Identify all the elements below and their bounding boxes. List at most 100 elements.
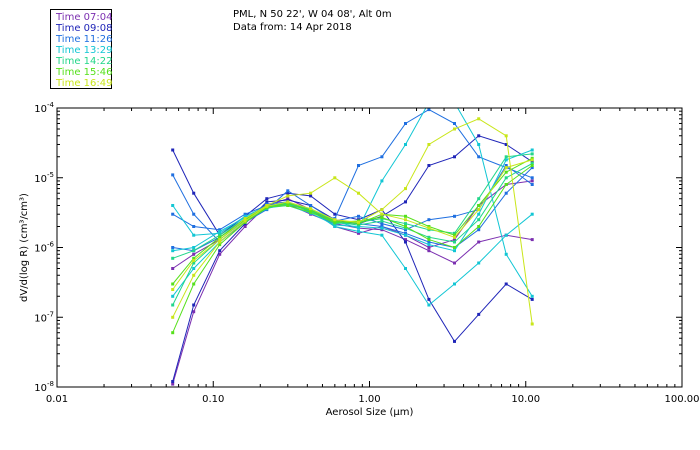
series-point [427, 143, 431, 146]
series-point [530, 156, 534, 160]
y-tick-label: 10-8 [34, 380, 54, 394]
x-tick-label: 100.00 [665, 394, 700, 405]
series-point [530, 297, 534, 301]
series-point [427, 240, 431, 244]
series-point [404, 143, 407, 146]
legend: Time 07:04 Time 09:08 Time 11:26 Time 13:29… [50, 9, 112, 89]
series-point [171, 249, 175, 253]
series-point [477, 312, 481, 316]
series-point [530, 166, 534, 170]
series-point [427, 218, 431, 222]
series-point [218, 235, 222, 239]
series-point [171, 382, 175, 386]
series-point [477, 197, 481, 201]
series-point [404, 238, 407, 242]
series-point [218, 231, 222, 235]
series-point [504, 176, 508, 180]
series-line-10 [172, 149, 533, 252]
series-point [404, 200, 407, 204]
series-point [504, 183, 508, 186]
series-point [171, 331, 175, 335]
x-axis-title: Aerosol Size (μm) [326, 407, 414, 418]
series-point [427, 249, 431, 253]
series-point [477, 240, 481, 244]
series-point [380, 179, 384, 183]
series-point [171, 204, 175, 207]
series-point [171, 288, 175, 291]
series-point [453, 155, 456, 159]
series-point [192, 225, 196, 228]
series-point [453, 261, 456, 265]
series-point [404, 240, 407, 244]
series-point [453, 249, 456, 253]
legend-item: Time 15:46 [56, 67, 113, 78]
legend-item: Time 16:49 [56, 78, 113, 89]
series-point [453, 214, 456, 218]
series-point [404, 225, 407, 228]
series-point [530, 179, 534, 183]
series-point [504, 158, 508, 162]
series-point [380, 155, 384, 159]
series-point [192, 246, 196, 249]
series-point [477, 208, 481, 212]
series-point [504, 166, 508, 170]
series-point [380, 228, 384, 232]
series-point [218, 228, 222, 232]
series-point [218, 233, 222, 237]
series-point [453, 122, 456, 125]
series-point [504, 233, 508, 237]
series-point [333, 218, 337, 222]
series-point [357, 226, 360, 230]
series-point [192, 212, 196, 216]
series-point [286, 198, 290, 202]
series-point [309, 194, 313, 198]
series-point [380, 222, 384, 226]
series-point [243, 219, 247, 223]
series-point [171, 173, 175, 177]
series-point [192, 252, 196, 256]
series-point [309, 208, 313, 212]
series-point [171, 380, 175, 383]
series-point [477, 134, 481, 138]
series-point [427, 297, 431, 301]
series-point [309, 207, 313, 211]
series-point [530, 158, 534, 162]
series-point [453, 231, 456, 235]
series-point [404, 222, 407, 226]
series-point [453, 339, 456, 343]
series-point [477, 225, 481, 228]
series-point [477, 228, 481, 232]
x-tick-label: 0.10 [202, 394, 224, 405]
series-point [504, 252, 508, 256]
series-point [218, 240, 222, 244]
series-point [530, 176, 534, 180]
series-line-4 [172, 135, 533, 382]
series-point [404, 226, 407, 230]
series-line-3 [172, 149, 533, 343]
series-point [427, 225, 431, 228]
series-point [427, 238, 431, 242]
series-point [192, 261, 196, 265]
legend-item: Time 09:08 [56, 23, 113, 34]
series-line-5 [172, 164, 533, 243]
series-point [477, 218, 481, 222]
series-point [453, 246, 456, 249]
series-point [192, 191, 196, 195]
series-point [192, 233, 196, 237]
series-point [309, 191, 313, 195]
plot-frame [56, 107, 683, 388]
x-tick-label: 10.00 [511, 394, 540, 405]
series-point [427, 228, 431, 232]
series-point [171, 256, 175, 260]
legend-item: Time 07:04 [56, 12, 113, 23]
series-point [427, 108, 431, 112]
series-point [504, 191, 508, 195]
y-tick-label: 10-5 [34, 171, 54, 185]
series-point [218, 249, 222, 253]
series-point [477, 204, 481, 207]
site-info: PML, N 50 22', W 04 08', Alt 0m [233, 9, 392, 20]
series-point [192, 273, 196, 277]
series-point [477, 155, 481, 159]
series-point [427, 164, 431, 167]
